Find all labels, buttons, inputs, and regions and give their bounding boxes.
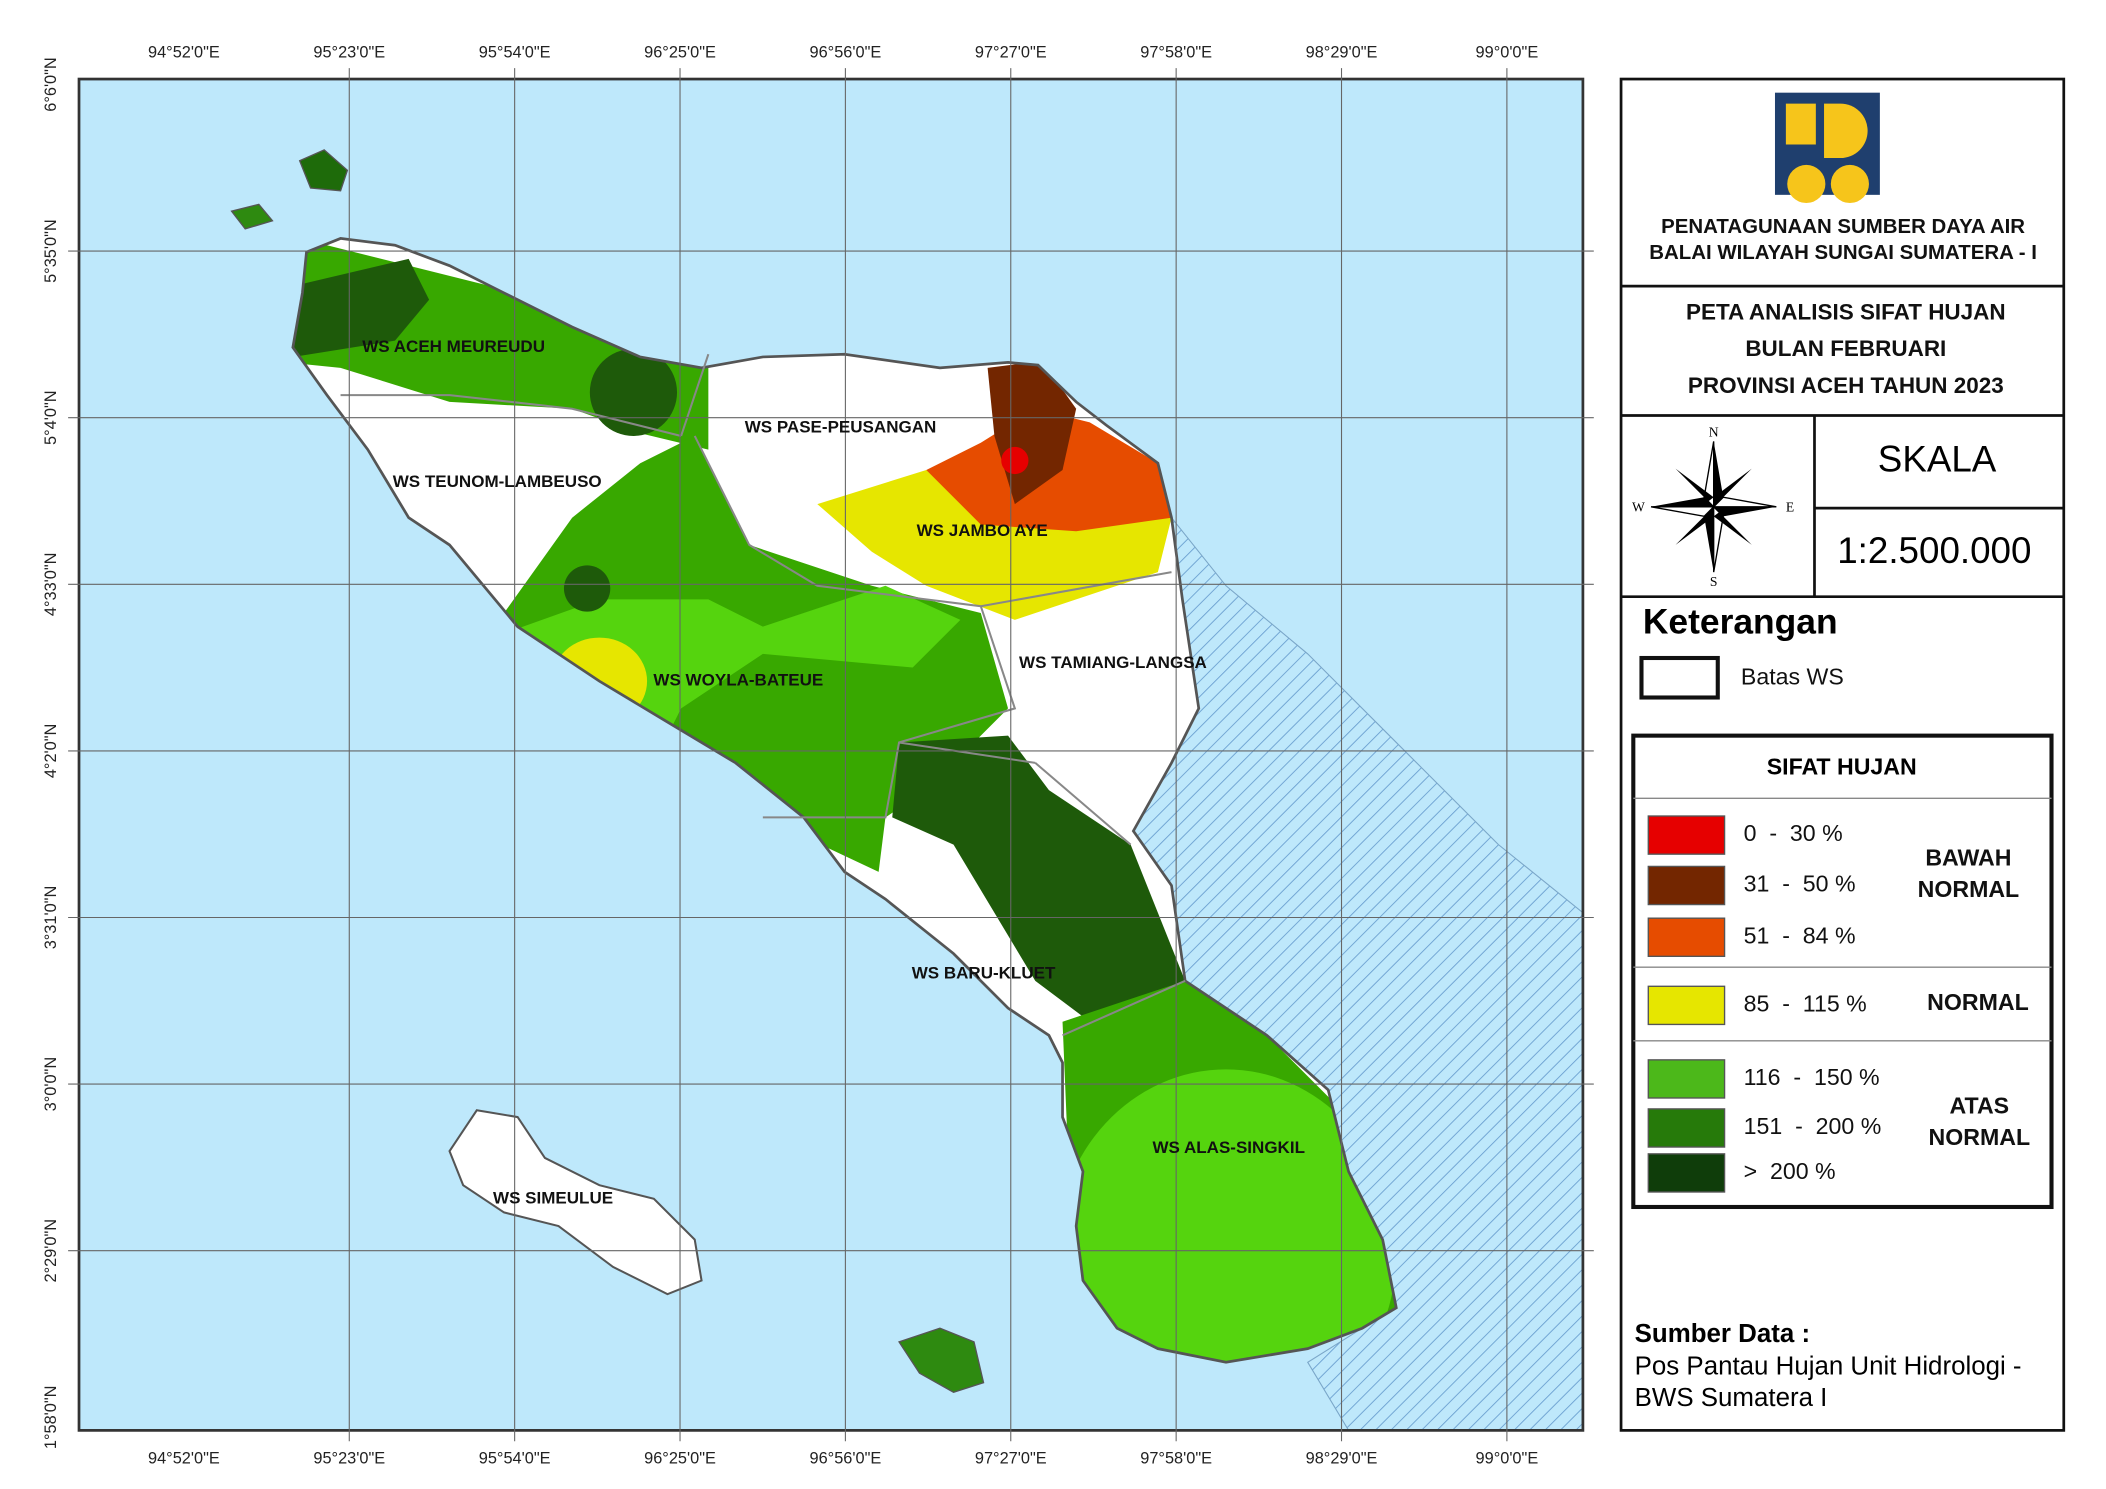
lat-label: 4°2'0"N <box>42 724 60 778</box>
info-panel: PENATAGUNAAN SUMBER DAYA AIR BALAI WILAY… <box>1619 77 2066 1432</box>
lon-label: 94°52'0"E <box>148 43 220 61</box>
region-label: WS JAMBO AYE <box>917 521 1048 540</box>
scale-value: 1:2.500.000 <box>1837 530 2031 571</box>
lat-label: 2°29'0"N <box>42 1219 60 1283</box>
region-label: WS BARU-KLUET <box>912 964 1056 983</box>
class-group: ATAS <box>1950 1093 2010 1119</box>
class-swatch <box>1647 1153 1726 1193</box>
north-arrow: N S E W <box>1632 424 1794 589</box>
region-label: WS TEUNOM-LAMBEUSO <box>393 472 602 491</box>
region-label: WS PASE-PEUSANGAN <box>745 417 937 436</box>
region-label: WS WOYLA-BATEUE <box>653 671 823 690</box>
lon-label: 98°29'0"E <box>1306 43 1378 61</box>
title-line: PROVINSI ACEH TAHUN 2023 <box>1688 373 2004 398</box>
lon-label: 96°25'0"E <box>644 1449 716 1467</box>
org-line: PENATAGUNAAN SUMBER DAYA AIR <box>1661 216 2025 238</box>
source-line: Pos Pantau Hujan Unit Hidrologi - <box>1635 1353 2022 1381</box>
boundary-swatch <box>1639 655 1720 700</box>
class-group: NORMAL <box>1929 1124 2031 1150</box>
rain-title: SIFAT HUJAN <box>1767 753 1917 779</box>
title-line: PETA ANALISIS SIFAT HUJAN <box>1686 299 2006 324</box>
islet <box>298 149 349 192</box>
region-label: WS ALAS-SINGKIL <box>1152 1138 1305 1157</box>
zone-over-200 <box>563 565 611 612</box>
compass-s: S <box>1710 574 1718 589</box>
zone-85-115 <box>817 470 1172 620</box>
region-label: WS SIMEULUE <box>493 1188 613 1207</box>
map-body <box>79 79 1583 1431</box>
class-group: BAWAH <box>1925 845 2011 871</box>
source-line: BWS Sumatera I <box>1635 1384 1828 1412</box>
class-group: NORMAL <box>1927 989 2029 1015</box>
legend-items: 0 - 30 % 31 - 50 % 51 - 84 % 85 - 115 % 116 … <box>1647 815 2031 1193</box>
panel-border <box>1619 77 2066 1432</box>
lat-label: 1°58'0"N <box>42 1386 60 1450</box>
islet <box>230 203 274 230</box>
lon-label: 99°0'0"E <box>1476 43 1539 61</box>
legend-title: Keterangan <box>1643 601 1838 641</box>
class-label: 51 - 84 % <box>1744 922 1856 948</box>
lon-label: 97°58'0"E <box>1140 1449 1212 1467</box>
class-swatch <box>1647 1108 1726 1148</box>
class-label: 116 - 150 % <box>1744 1064 1880 1090</box>
lon-label: 96°56'0"E <box>810 43 882 61</box>
lon-label: 97°27'0"E <box>975 1449 1047 1467</box>
logo <box>1774 92 1880 204</box>
org-line: BALAI WILAYAH SUNGAI SUMATERA - I <box>1649 242 2037 264</box>
region-labels: WS ACEH MEUREUDU WS PASE-PEUSANGAN WS TEUN… <box>362 337 1305 1207</box>
class-label: > 200 % <box>1744 1158 1836 1184</box>
zone-over-200 <box>589 348 678 436</box>
lon-label: 97°58'0"E <box>1140 43 1212 61</box>
coordinates: 94°52'0"E 94°52'0"E 95°23'0"E 95°23'0"E 95°5… <box>42 43 1594 1467</box>
region-label: WS ACEH MEUREUDU <box>362 337 545 356</box>
compass-n: N <box>1709 424 1719 439</box>
boundary-label: Batas WS <box>1741 664 1844 690</box>
lat-label: 3°0'0"N <box>42 1057 60 1111</box>
lon-label: 95°23'0"E <box>313 43 385 61</box>
scale-title: SKALA <box>1878 439 1997 480</box>
map-frame <box>77 77 1585 1432</box>
region-label: WS TAMIANG-LANGSA <box>1019 653 1207 672</box>
class-swatch <box>1647 1059 1726 1099</box>
class-label: 85 - 115 % <box>1744 990 1867 1016</box>
ws-boundaries <box>340 353 1186 1037</box>
class-swatch <box>1647 865 1726 906</box>
legend-box <box>1631 733 2054 1210</box>
class-label: 31 - 50 % <box>1744 871 1856 897</box>
compass-w: W <box>1632 499 1645 514</box>
islet <box>898 1327 985 1393</box>
lat-label: 5°4'0"N <box>42 390 60 444</box>
class-group: NORMAL <box>1918 876 2020 902</box>
source-title: Sumber Data : <box>1635 1320 1810 1348</box>
lat-label: 4°33'0"N <box>42 553 60 617</box>
title-line: BULAN FEBRUARI <box>1745 336 1946 361</box>
lon-label: 95°54'0"E <box>479 1449 551 1467</box>
simeulue-island <box>448 1109 703 1296</box>
lat-label: 5°35'0"N <box>42 219 60 283</box>
lon-label: 98°29'0"E <box>1306 1449 1378 1467</box>
lon-label: 97°27'0"E <box>975 43 1047 61</box>
compass-e: E <box>1786 499 1794 514</box>
lat-label: 6°6'0"N <box>42 57 60 111</box>
lon-label: 94°52'0"E <box>148 1449 220 1467</box>
class-label: 151 - 200 % <box>1744 1113 1882 1139</box>
zone-over-200 <box>892 735 1186 1022</box>
zone-over-200 <box>292 258 430 357</box>
lon-label: 96°56'0"E <box>810 1449 882 1467</box>
lon-label: 99°0'0"E <box>1476 1449 1539 1467</box>
lon-label: 95°54'0"E <box>479 43 551 61</box>
lon-label: 96°25'0"E <box>644 43 716 61</box>
class-swatch <box>1647 815 1726 855</box>
zone-0-30 <box>1001 446 1029 475</box>
class-swatch <box>1647 985 1726 1026</box>
class-swatch <box>1647 917 1726 958</box>
class-label: 0 - 30 % <box>1744 820 1843 846</box>
lon-label: 95°23'0"E <box>313 1449 385 1467</box>
lat-label: 3°31'0"N <box>42 886 60 950</box>
